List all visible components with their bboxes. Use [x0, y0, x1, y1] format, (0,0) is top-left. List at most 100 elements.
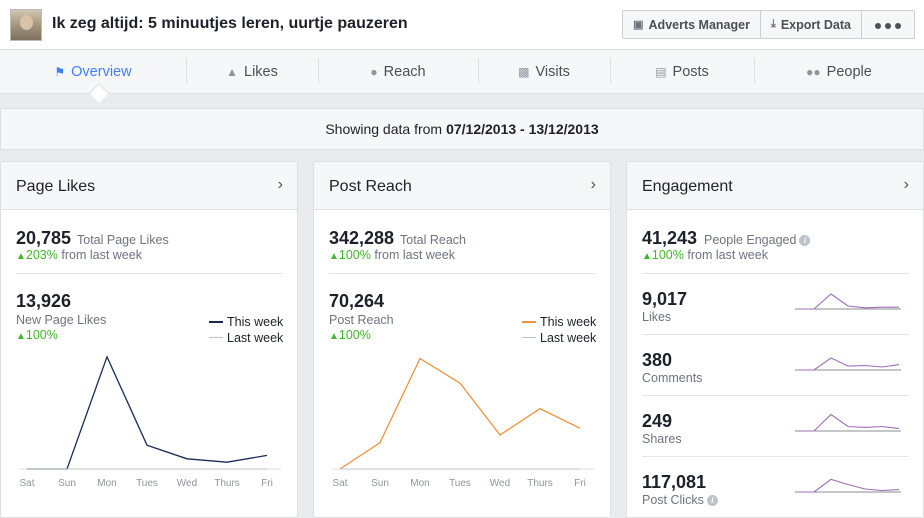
post-reach-value: 70,264 [329, 291, 385, 311]
info-icon[interactable]: i [706, 495, 718, 506]
people-engaged-change-value: 100% [651, 248, 684, 262]
header-button-group: ▣ Adverts Manager ⤓ Export Data [622, 10, 915, 39]
up-arrow-icon: ▲ [16, 251, 26, 262]
thumbs-up-icon: ▲ [226, 65, 239, 79]
x-tick-label: Thurs [214, 478, 240, 489]
x-tick-label: Mon [410, 478, 429, 489]
new-page-likes-value: 13,926 [16, 291, 72, 311]
post-clicks-metric-label: Post Clicks i [642, 493, 718, 507]
tab-divider [186, 58, 187, 84]
people-icon: ●● [806, 65, 821, 79]
chevron-right-icon[interactable]: › [590, 176, 596, 193]
people-engaged-label-text: People Engaged [704, 233, 797, 247]
x-tick-label: Fri [261, 478, 273, 489]
x-tick-label: Sun [371, 478, 389, 489]
tab-reach[interactable]: ● Reach [318, 50, 478, 94]
post-clicks-label-text: Post Clicks [642, 493, 704, 507]
adverts-manager-label: Adverts Manager [648, 17, 750, 32]
legend-last-week-swatch [522, 337, 536, 338]
x-tick-label: Tues [136, 478, 158, 489]
legend-this-week-swatch [209, 321, 223, 323]
people-engaged-label: People Engaged i [704, 233, 811, 247]
engagement-title: Engagement [642, 178, 733, 195]
tab-overview-label: Overview [71, 64, 132, 80]
total-reach-change-value: 100% [338, 248, 371, 262]
page-title[interactable]: Ik zeg altijd: 5 minuutjes leren, uurtje… [52, 15, 408, 32]
legend-last-week-label: Last week [227, 331, 284, 345]
tab-likes[interactable]: ▲ Likes [186, 50, 318, 94]
total-reach-label: Total Reach [400, 233, 467, 247]
top-bar: Ik zeg altijd: 5 minuutjes leren, uurtje… [0, 0, 924, 50]
series-line-this-week [27, 355, 268, 470]
page-likes-chart[interactable]: Sat Sun Mon Tues Wed Thurs Fri [1, 342, 298, 518]
date-range-bar: Showing data from 07/12/2013 - 13/12/201… [0, 108, 924, 150]
export-data-button[interactable]: ⤓ Export Data [761, 11, 862, 38]
info-icon[interactable]: i [799, 235, 811, 246]
page-likes-card-header[interactable]: Page Likes › [1, 162, 297, 210]
date-range-prefix: Showing data from [325, 121, 443, 137]
divider [642, 273, 909, 274]
tab-posts[interactable]: ▤ Posts [610, 50, 754, 94]
divider [642, 456, 909, 457]
divider [329, 273, 596, 274]
comments-sparkline [795, 357, 901, 371]
likes-sparkline [795, 293, 901, 310]
tab-likes-label: Likes [244, 64, 278, 80]
x-tick-label: Thurs [527, 478, 553, 489]
chevron-right-icon[interactable]: › [903, 176, 909, 193]
post-reach-change-value: 100% [338, 328, 371, 342]
bar-chart-icon: ▩ [518, 65, 530, 79]
date-range-value[interactable]: 07/12/2013 - 13/12/2013 [446, 121, 599, 137]
total-reach-change: ▲100% from last week [329, 248, 455, 262]
up-arrow-icon: ▲ [16, 331, 26, 342]
total-page-likes-change-suffix: from last week [61, 248, 142, 262]
tab-posts-label: Posts [672, 64, 709, 80]
tab-divider [318, 58, 319, 84]
x-tick-label: Wed [490, 478, 510, 489]
engagement-card-header[interactable]: Engagement › [627, 162, 923, 210]
adverts-icon: ▣ [633, 19, 644, 31]
export-data-label: Export Data [780, 17, 851, 32]
post-clicks-metric-value: 117,081 [642, 472, 707, 492]
tab-people-label: People [826, 64, 872, 80]
posts-icon: ▤ [655, 65, 667, 79]
comments-metric-label: Comments [642, 371, 703, 385]
x-tick-label: Tues [449, 478, 471, 489]
series-line-this-week [339, 357, 581, 470]
post-reach-card: Post Reach › 342,288 Total Reach ▲100% f… [313, 161, 611, 518]
sparkline-series [797, 478, 900, 493]
chevron-right-icon[interactable]: › [277, 176, 283, 193]
new-page-likes-change: ▲100% [16, 328, 58, 342]
page-avatar[interactable] [10, 9, 42, 41]
download-icon: ⤓ [770, 18, 776, 30]
engagement-card: Engagement › 41,243 People Engaged i ▲100… [626, 161, 924, 518]
legend-last-week-label: Last week [540, 331, 597, 345]
new-page-likes-label: New Page Likes [16, 313, 107, 327]
more-options-button[interactable] [862, 11, 914, 38]
post-reach-card-header[interactable]: Post Reach › [314, 162, 610, 210]
legend-this-week-label: This week [540, 315, 597, 329]
people-engaged-change: ▲100% from last week [642, 248, 768, 262]
up-arrow-icon: ▲ [642, 251, 652, 262]
more-icon [873, 17, 903, 32]
sparkline-series [797, 413, 900, 432]
new-page-likes-change-value: 100% [25, 328, 58, 342]
tab-people[interactable]: ●● People [754, 50, 924, 94]
people-engaged-change-suffix: from last week [687, 248, 768, 262]
x-tick-label: Sun [58, 478, 76, 489]
tab-overview[interactable]: ⚑ Overview [0, 50, 186, 94]
likes-metric-label: Likes [642, 310, 672, 324]
tab-divider [610, 58, 611, 84]
adverts-manager-button[interactable]: ▣ Adverts Manager [623, 11, 761, 38]
total-page-likes-change-value: 203% [25, 248, 58, 262]
x-tick-label: Wed [177, 478, 197, 489]
tab-divider [754, 58, 755, 84]
post-reach-chart[interactable]: Sat Sun Mon Tues Wed Thurs Fri [314, 342, 611, 518]
tab-visits[interactable]: ▩ Visits [478, 50, 610, 94]
up-arrow-icon: ▲ [329, 251, 339, 262]
person-icon: ● [370, 65, 378, 79]
post-reach-title: Post Reach [329, 178, 412, 195]
up-arrow-icon: ▲ [329, 331, 339, 342]
legend-this-week-swatch [522, 321, 536, 323]
insights-tabs: ⚑ Overview ▲ Likes ● Reach ▩ Visits ▤ Po… [0, 50, 924, 94]
